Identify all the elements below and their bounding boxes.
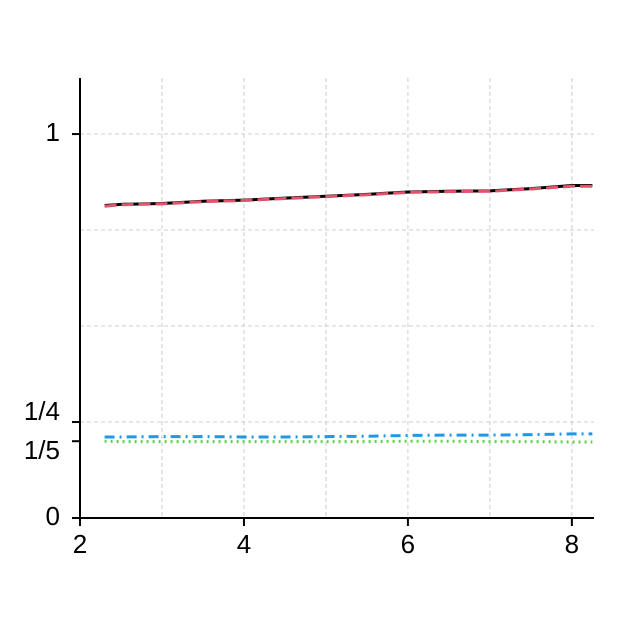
y-tick-label: 1/5 <box>24 435 60 465</box>
y-tick-label: 1 <box>46 117 60 147</box>
line-series <box>104 184 593 208</box>
x-tick-label: 4 <box>237 529 251 559</box>
x-tick-label: 2 <box>73 529 87 559</box>
x-tick-label: 8 <box>565 529 579 559</box>
line-series <box>104 432 593 439</box>
y-tick-label: 1/4 <box>24 396 60 426</box>
x-tick-label: 6 <box>401 529 415 559</box>
y-tick-label: 0 <box>46 501 60 531</box>
line-series <box>104 439 593 444</box>
